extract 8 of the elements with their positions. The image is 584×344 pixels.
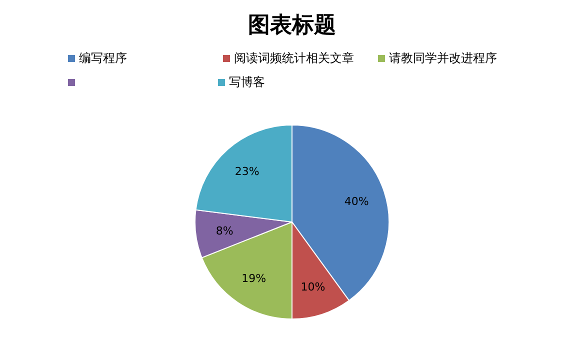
chart-title: 图表标题	[248, 13, 336, 38]
data-label: 40%	[344, 195, 369, 208]
data-label: 10%	[300, 280, 326, 294]
data-label: 19%	[242, 272, 266, 286]
legend-label: 写博客	[229, 75, 265, 89]
data-label: 23%	[234, 165, 260, 178]
data-label: 8%	[216, 224, 234, 238]
legend-label: 编写程序	[79, 51, 127, 65]
